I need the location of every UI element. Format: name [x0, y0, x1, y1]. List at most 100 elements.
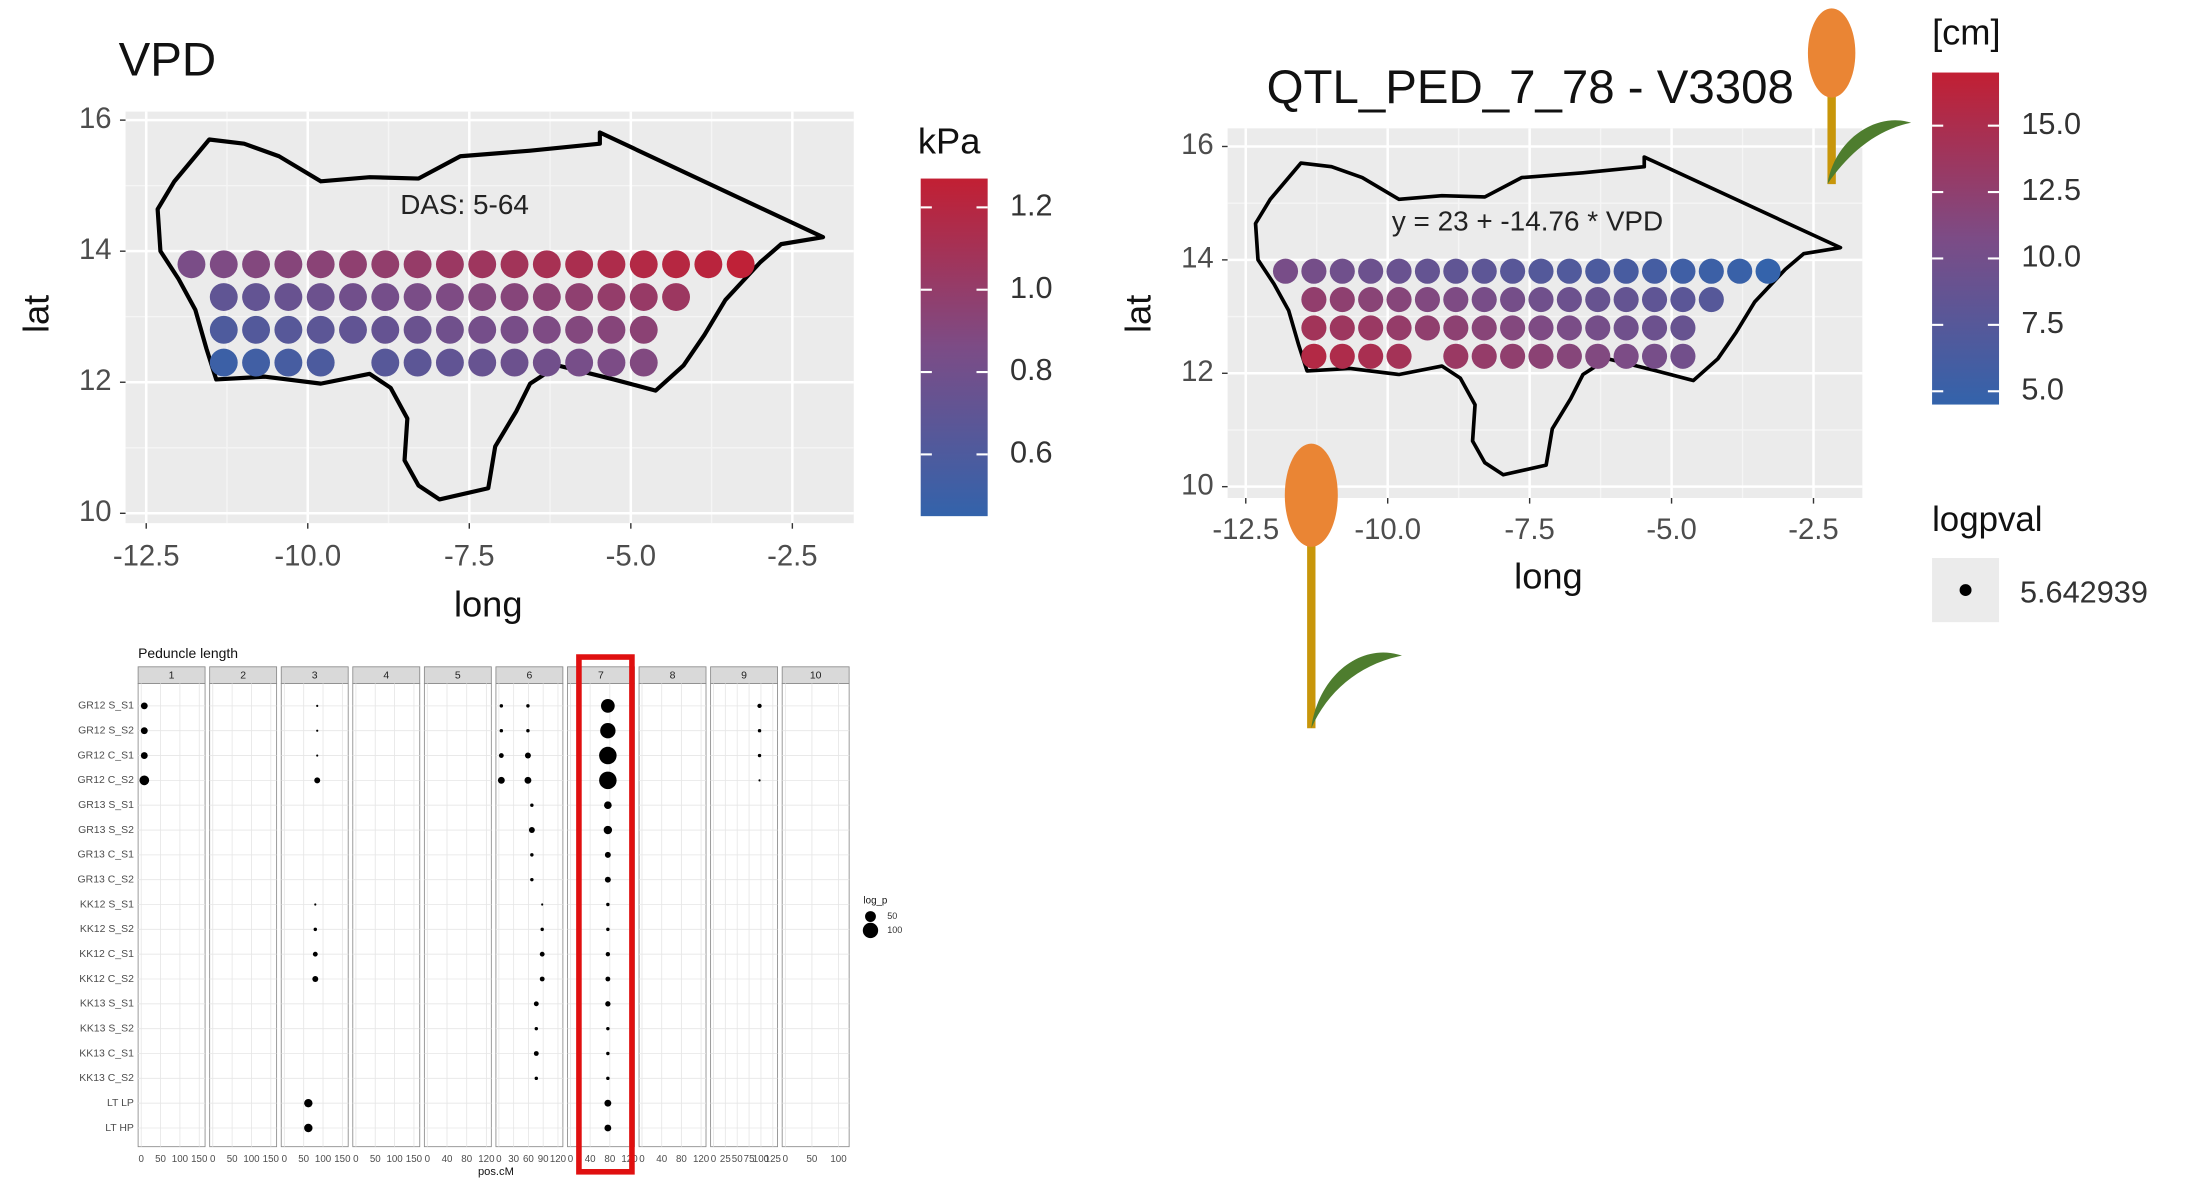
map-point: [1386, 287, 1412, 313]
map-point: [371, 283, 400, 311]
map-point: [1358, 287, 1384, 313]
x-tick-label: 120: [478, 1154, 495, 1165]
panel-background: [137, 683, 206, 1148]
y-tick-label: GR13 S_S2: [78, 825, 134, 836]
dot: [497, 776, 505, 784]
map-point: [565, 348, 594, 377]
map-point: [1613, 315, 1639, 341]
dot: [599, 746, 617, 765]
dot: [312, 951, 318, 957]
map-point: [435, 348, 464, 377]
map-point: [629, 348, 658, 377]
map-point: [565, 315, 594, 344]
map-point: [306, 283, 335, 311]
dot: [605, 1001, 611, 1007]
y-tick-label: KK12 C_S2: [79, 974, 134, 985]
colorbar: [920, 178, 988, 517]
x-tick-label: 150: [191, 1154, 208, 1165]
map-point: [1358, 343, 1384, 369]
size-legend-label: 100: [887, 925, 902, 935]
map-point: [1443, 287, 1469, 313]
chart-title: Peduncle length: [138, 645, 238, 661]
map-point: [339, 250, 367, 279]
facet-label: 2: [240, 671, 246, 682]
colorbar: [1932, 72, 2000, 405]
map-point: [274, 283, 303, 311]
x-tick-label: 0: [210, 1154, 216, 1165]
x-tick-label: 80: [604, 1154, 615, 1165]
colorbar-title: kPa: [918, 120, 981, 161]
map-point: [662, 283, 691, 311]
map-point: [468, 315, 497, 344]
x-tick-label: 0: [639, 1154, 645, 1165]
facet-label: 4: [383, 671, 389, 682]
y-tick-label: KK13 C_S2: [79, 1073, 134, 1084]
map-point: [371, 348, 400, 377]
map-point: [597, 348, 626, 377]
map-point: [532, 283, 561, 311]
x-axis-title: long: [454, 583, 523, 624]
map-point: [1329, 343, 1355, 369]
dot: [140, 752, 148, 759]
facet-label: 7: [598, 671, 604, 682]
dot: [139, 775, 150, 786]
map-point: [403, 250, 432, 279]
map-point: [1585, 258, 1611, 284]
x-tick-label: 0: [568, 1154, 574, 1165]
map-point: [1358, 258, 1384, 284]
dot: [498, 753, 504, 758]
map-point: [209, 250, 238, 279]
map-point: [1301, 258, 1327, 284]
map-point: [1471, 258, 1497, 284]
map-point: [532, 250, 561, 279]
x-tick-label: 80: [676, 1154, 687, 1165]
x-tick-label: 150: [334, 1154, 351, 1165]
map-point: [242, 315, 271, 344]
map-point: [468, 283, 497, 311]
map-point: [339, 283, 367, 311]
x-tick-label: 0: [353, 1154, 359, 1165]
facet-strip: [638, 666, 707, 684]
facet-strip: [423, 666, 492, 684]
map-point: [597, 315, 626, 344]
dot: [539, 951, 545, 957]
x-tick-label: 150: [263, 1154, 280, 1165]
map-point: [1329, 287, 1355, 313]
map-point: [1585, 287, 1611, 313]
y-tick-label: 10: [1181, 468, 1214, 501]
y-tick-label: 16: [79, 102, 112, 135]
x-tick-label: -10.0: [1354, 513, 1421, 546]
map-point: [1585, 315, 1611, 341]
map-point: [1613, 343, 1639, 369]
dot: [539, 976, 545, 982]
y-tick-label: 14: [79, 233, 112, 266]
plot-background: [1227, 128, 1863, 499]
dot: [524, 752, 531, 759]
facet-strip: [781, 666, 850, 684]
dot: [533, 1001, 539, 1007]
map-point: [1500, 287, 1526, 313]
map-point: [1329, 258, 1355, 284]
dot: [600, 699, 615, 713]
y-tick-label: GR12 S_S1: [78, 701, 134, 712]
dot: [312, 976, 319, 982]
map-point: [1556, 287, 1582, 313]
x-tick-label: 80: [461, 1154, 472, 1165]
dot: [316, 754, 319, 757]
dot: [530, 803, 534, 807]
map-point: [1755, 258, 1781, 284]
dot: [304, 1098, 313, 1108]
map-point: [1443, 315, 1469, 341]
facet-label: 5: [455, 671, 461, 682]
map-point: [597, 250, 626, 279]
x-tick-label: 120: [550, 1154, 567, 1165]
map-point: [1386, 258, 1412, 284]
x-tick-label: 40: [656, 1154, 667, 1165]
dot: [499, 704, 504, 708]
facet-strip: [352, 666, 421, 684]
x-tick-label: -5.0: [1646, 513, 1696, 546]
map-point: [597, 283, 626, 311]
dot: [606, 1051, 610, 1056]
x-tick-label: 50: [370, 1154, 381, 1165]
map-point: [1698, 258, 1724, 284]
